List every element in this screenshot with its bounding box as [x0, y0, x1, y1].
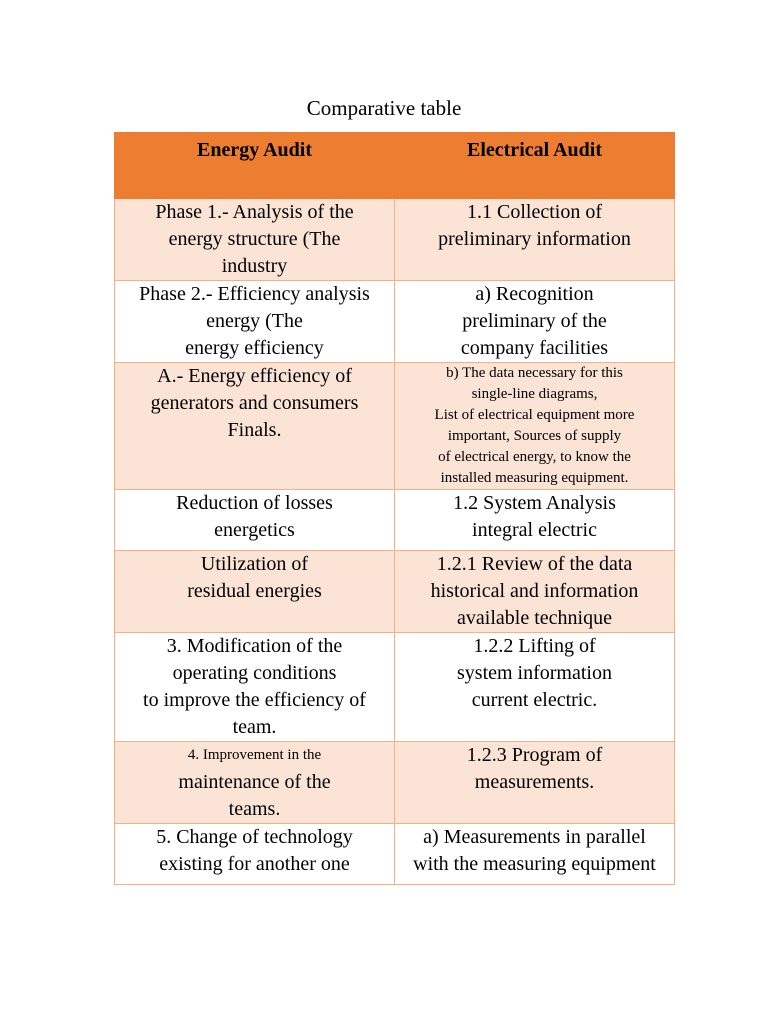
cell-energy: A.- Energy efficiency of generators and …	[114, 362, 395, 490]
cell-energy: 4. Improvement in the maintenance of the …	[114, 741, 395, 824]
cell-electrical: 1.2 System Analysis integral electric	[394, 489, 675, 551]
table-row: Reduction of losses energetics 1.2 Syste…	[114, 489, 675, 551]
table-row: A.- Energy efficiency of generators and …	[114, 362, 675, 490]
cell-energy: 3. Modification of the operating conditi…	[114, 632, 395, 742]
cell-energy: Reduction of losses energetics	[114, 489, 395, 551]
page-title: Comparative table	[306, 96, 462, 120]
cell-energy-small-line: 4. Improvement in the	[187, 747, 322, 763]
header-electrical-audit: Electrical Audit	[394, 132, 675, 199]
cell-electrical: 1.1 Collection of preliminary informatio…	[394, 198, 675, 281]
cell-energy: Phase 1.- Analysis of the energy structu…	[114, 198, 395, 281]
header-energy-audit: Energy Audit	[114, 132, 395, 199]
cell-electrical: a) Measurements in parallel with the mea…	[394, 823, 675, 885]
cell-energy-text: maintenance of the teams.	[178, 771, 331, 820]
cell-electrical: a) Recognition preliminary of the compan…	[394, 280, 675, 363]
table-header-row: Energy Audit Electrical Audit	[114, 132, 675, 199]
cell-energy: Phase 2.- Efficiency analysis energy (Th…	[114, 280, 395, 363]
cell-electrical: 1.2.3 Program of measurements.	[394, 741, 675, 824]
cell-electrical: 1.2.1 Review of the data historical and …	[394, 550, 675, 633]
table-row: Utilization of residual energies 1.2.1 R…	[114, 550, 675, 633]
table-row: 4. Improvement in the maintenance of the …	[114, 741, 675, 824]
table-row: Phase 2.- Efficiency analysis energy (Th…	[114, 280, 675, 363]
table-row: Phase 1.- Analysis of the energy structu…	[114, 198, 675, 281]
comparison-table: Energy Audit Electrical Audit Phase 1.- …	[114, 132, 675, 885]
cell-electrical: b) The data necessary for this single-li…	[394, 362, 675, 490]
table-row: 5. Change of technology existing for ano…	[114, 823, 675, 885]
cell-energy: Utilization of residual energies	[114, 550, 395, 633]
cell-electrical: 1.2.2 Lifting of system information curr…	[394, 632, 675, 742]
table-row: 3. Modification of the operating conditi…	[114, 632, 675, 742]
cell-energy: 5. Change of technology existing for ano…	[114, 823, 395, 885]
